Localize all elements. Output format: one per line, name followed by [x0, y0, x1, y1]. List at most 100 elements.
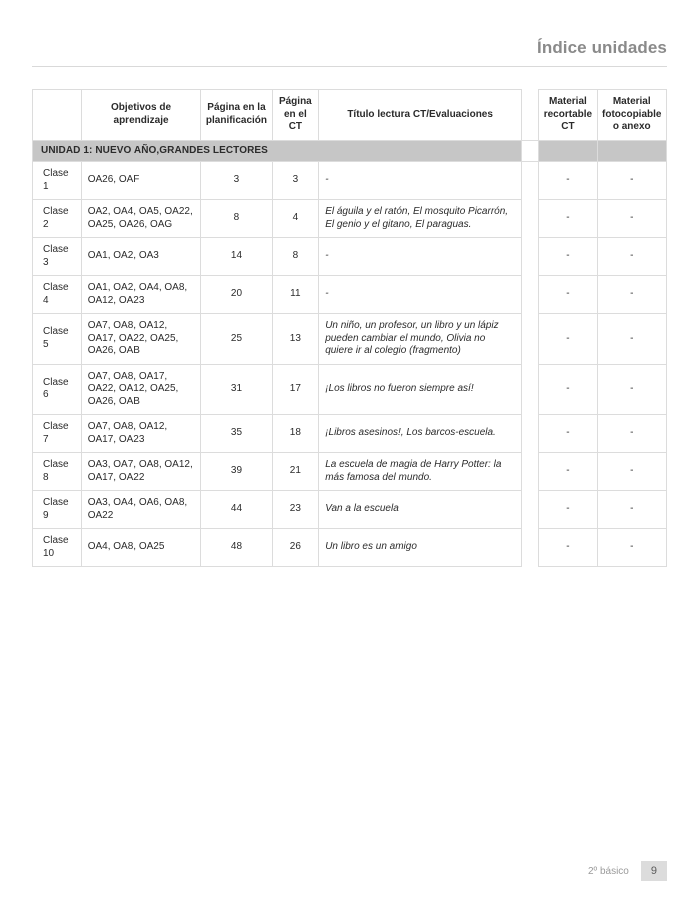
- cell-gap: [522, 364, 539, 415]
- footer-page-number: 9: [641, 861, 667, 881]
- cell-rec: -: [539, 529, 597, 567]
- cell-plan: 31: [201, 364, 272, 415]
- cell-clase: Clase 2: [33, 200, 82, 238]
- cell-foto: -: [597, 314, 667, 365]
- cell-foto: -: [597, 453, 667, 491]
- page: Índice unidades Objetivos de aprendizaje…: [0, 0, 699, 905]
- cell-ct: 13: [272, 314, 319, 365]
- cell-rec: -: [539, 238, 597, 276]
- th-blank: [33, 90, 82, 141]
- cell-titulo: -: [319, 162, 522, 200]
- th-ct: Página en el CT: [272, 90, 319, 141]
- cell-gap: [522, 162, 539, 200]
- cell-titulo: ¡Libros asesinos!, Los barcos-escuela.: [319, 415, 522, 453]
- th-rec: Material recortable CT: [539, 90, 597, 141]
- cell-ct: 23: [272, 491, 319, 529]
- cell-gap: [522, 491, 539, 529]
- cell-plan: 8: [201, 200, 272, 238]
- cell-clase: Clase 4: [33, 276, 82, 314]
- cell-ct: 21: [272, 453, 319, 491]
- cell-gap: [522, 238, 539, 276]
- cell-foto: -: [597, 276, 667, 314]
- header-row: Objetivos de aprendizaje Página en la pl…: [33, 90, 667, 141]
- cell-foto: -: [597, 491, 667, 529]
- cell-rec: -: [539, 314, 597, 365]
- cell-obj: OA26, OAF: [81, 162, 201, 200]
- table-row: Clase 6OA7, OA8, OA17, OA22, OA12, OA25,…: [33, 364, 667, 415]
- th-plan: Página en la planificación: [201, 90, 272, 141]
- cell-clase: Clase 1: [33, 162, 82, 200]
- cell-clase: Clase 6: [33, 364, 82, 415]
- footer: 2º básico 9: [588, 861, 667, 881]
- cell-gap: [522, 276, 539, 314]
- cell-plan: 44: [201, 491, 272, 529]
- cell-plan: 3: [201, 162, 272, 200]
- th-objetivos: Objetivos de aprendizaje: [81, 90, 201, 141]
- cell-titulo: -: [319, 238, 522, 276]
- cell-rec: -: [539, 491, 597, 529]
- cell-gap: [522, 415, 539, 453]
- cell-rec: -: [539, 162, 597, 200]
- cell-ct: 11: [272, 276, 319, 314]
- cell-foto: -: [597, 200, 667, 238]
- cell-clase: Clase 7: [33, 415, 82, 453]
- table-row: Clase 7OA7, OA8, OA12, OA17, OA233518¡Li…: [33, 415, 667, 453]
- cell-obj: OA3, OA4, OA6, OA8, OA22: [81, 491, 201, 529]
- table-head: Objetivos de aprendizaje Página en la pl…: [33, 90, 667, 141]
- cell-obj: OA7, OA8, OA12, OA17, OA23: [81, 415, 201, 453]
- cell-plan: 25: [201, 314, 272, 365]
- cell-clase: Clase 3: [33, 238, 82, 276]
- cell-plan: 20: [201, 276, 272, 314]
- section-gap: [522, 140, 539, 162]
- cell-rec: -: [539, 415, 597, 453]
- page-title: Índice unidades: [32, 38, 667, 67]
- cell-ct: 8: [272, 238, 319, 276]
- cell-titulo: La escuela de magia de Harry Potter: la …: [319, 453, 522, 491]
- table-row: Clase 3OA1, OA2, OA3148---: [33, 238, 667, 276]
- cell-titulo: -: [319, 276, 522, 314]
- section-rec: [539, 140, 597, 162]
- cell-plan: 48: [201, 529, 272, 567]
- cell-titulo: El águila y el ratón, El mosquito Picarr…: [319, 200, 522, 238]
- index-table: Objetivos de aprendizaje Página en la pl…: [32, 89, 667, 567]
- cell-plan: 14: [201, 238, 272, 276]
- cell-rec: -: [539, 453, 597, 491]
- cell-obj: OA7, OA8, OA17, OA22, OA12, OA25, OA26, …: [81, 364, 201, 415]
- cell-ct: 3: [272, 162, 319, 200]
- cell-clase: Clase 8: [33, 453, 82, 491]
- cell-ct: 18: [272, 415, 319, 453]
- footer-grade: 2º básico: [588, 866, 629, 877]
- table-body: UNIDAD 1: NUEVO AÑO,GRANDES LECTORES Cla…: [33, 140, 667, 567]
- table-row: Clase 1OA26, OAF33---: [33, 162, 667, 200]
- cell-titulo: Van a la escuela: [319, 491, 522, 529]
- th-foto: Material fotocopiable o anexo: [597, 90, 667, 141]
- cell-gap: [522, 314, 539, 365]
- cell-foto: -: [597, 415, 667, 453]
- cell-clase: Clase 9: [33, 491, 82, 529]
- cell-gap: [522, 529, 539, 567]
- cell-ct: 4: [272, 200, 319, 238]
- cell-clase: Clase 5: [33, 314, 82, 365]
- cell-rec: -: [539, 364, 597, 415]
- table-row: Clase 8OA3, OA7, OA8, OA12, OA17, OA2239…: [33, 453, 667, 491]
- cell-gap: [522, 200, 539, 238]
- section-row: UNIDAD 1: NUEVO AÑO,GRANDES LECTORES: [33, 140, 667, 162]
- cell-plan: 39: [201, 453, 272, 491]
- table-row: Clase 10OA4, OA8, OA254826Un libro es un…: [33, 529, 667, 567]
- cell-titulo: Un libro es un amigo: [319, 529, 522, 567]
- cell-titulo: ¡Los libros no fueron siempre así!: [319, 364, 522, 415]
- cell-obj: OA1, OA2, OA4, OA8, OA12, OA23: [81, 276, 201, 314]
- cell-foto: -: [597, 529, 667, 567]
- cell-rec: -: [539, 200, 597, 238]
- cell-obj: OA3, OA7, OA8, OA12, OA17, OA22: [81, 453, 201, 491]
- section-title: UNIDAD 1: NUEVO AÑO,GRANDES LECTORES: [33, 140, 522, 162]
- table-row: Clase 2OA2, OA4, OA5, OA22, OA25, OA26, …: [33, 200, 667, 238]
- cell-obj: OA1, OA2, OA3: [81, 238, 201, 276]
- th-titulo: Título lectura CT/Evaluaciones: [319, 90, 522, 141]
- cell-ct: 17: [272, 364, 319, 415]
- section-foto: [597, 140, 667, 162]
- cell-obj: OA4, OA8, OA25: [81, 529, 201, 567]
- cell-titulo: Un niño, un profesor, un libro y un lápi…: [319, 314, 522, 365]
- cell-ct: 26: [272, 529, 319, 567]
- table-row: Clase 4OA1, OA2, OA4, OA8, OA12, OA23201…: [33, 276, 667, 314]
